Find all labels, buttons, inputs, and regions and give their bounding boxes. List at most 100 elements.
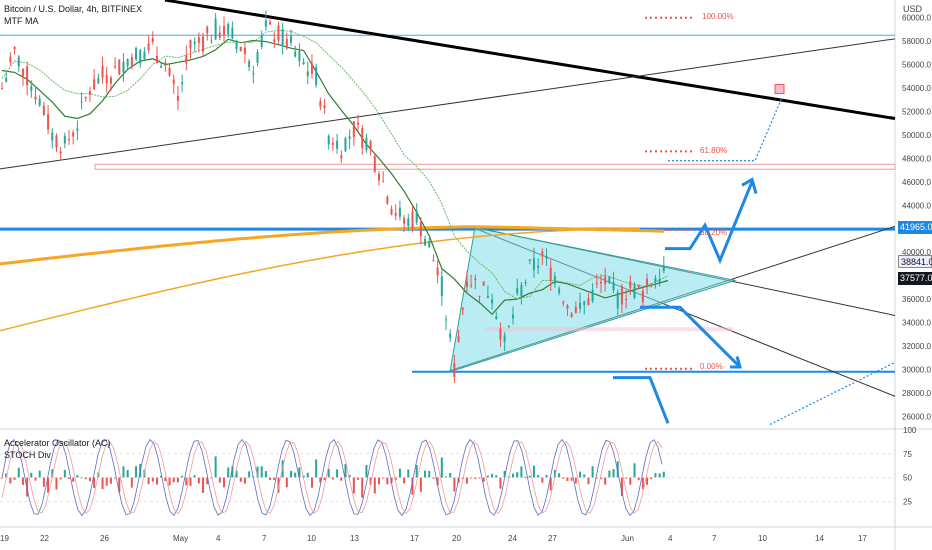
osc-bar bbox=[331, 477, 334, 480]
osc-bar bbox=[264, 471, 267, 478]
candle-body bbox=[143, 51, 146, 60]
candle-body bbox=[595, 283, 598, 285]
candle-body bbox=[319, 101, 322, 107]
oscillator-legend: Accelerator Oscillator (AC) bbox=[4, 438, 111, 448]
price-tick-label: 32000.0 bbox=[902, 342, 931, 351]
osc-bar bbox=[386, 477, 389, 485]
candle-body bbox=[524, 282, 527, 284]
dotted-target-path bbox=[668, 97, 783, 162]
candle-body bbox=[160, 66, 163, 68]
target-marker bbox=[774, 84, 785, 95]
osc-bar bbox=[658, 473, 661, 478]
candle-body bbox=[616, 292, 619, 309]
candle-body bbox=[558, 288, 561, 293]
osc-bar bbox=[436, 477, 439, 486]
osc-bar bbox=[315, 459, 318, 478]
candle-body bbox=[231, 27, 234, 39]
fib-618-label: 61.80% bbox=[700, 146, 728, 155]
osc-bar bbox=[235, 470, 238, 478]
candle-body bbox=[545, 256, 548, 259]
orange-ma-thin bbox=[0, 227, 640, 332]
osc-bar bbox=[398, 468, 401, 478]
candle-body bbox=[223, 25, 225, 36]
osc-bar bbox=[445, 476, 447, 478]
candle-body bbox=[570, 313, 573, 317]
osc-bar bbox=[654, 473, 657, 478]
osc-bar bbox=[348, 474, 351, 478]
price-tick-label: 58000.0 bbox=[902, 37, 931, 46]
osc-bar bbox=[599, 477, 602, 480]
osc-bar bbox=[109, 477, 112, 484]
candle-body bbox=[197, 37, 200, 44]
osc-bar bbox=[633, 463, 636, 478]
osc-bar bbox=[545, 474, 548, 478]
price-tick-label: 34000.0 bbox=[902, 319, 931, 328]
candle-body bbox=[290, 36, 293, 43]
osc-bar bbox=[68, 477, 71, 479]
fib-0-label: 0.00% bbox=[700, 362, 723, 371]
osc-bar bbox=[637, 477, 640, 481]
price-tick-label: 52000.0 bbox=[902, 108, 931, 117]
candle-body bbox=[377, 173, 380, 181]
osc-bar bbox=[101, 477, 104, 490]
osc-bar bbox=[306, 472, 309, 478]
bullish-arrowhead bbox=[741, 177, 758, 194]
osc-bar bbox=[51, 469, 54, 478]
candle-body bbox=[310, 63, 313, 74]
candle-body bbox=[574, 306, 577, 313]
pink-zone bbox=[485, 327, 733, 332]
time-tick-label: 17 bbox=[410, 534, 419, 543]
candle-body bbox=[59, 151, 62, 154]
osc-bar bbox=[239, 477, 242, 482]
osc-bar bbox=[135, 466, 138, 478]
candle-body bbox=[181, 82, 184, 84]
candle-body bbox=[155, 55, 158, 63]
osc-bar bbox=[499, 477, 502, 489]
time-tick-label: 7 bbox=[712, 534, 717, 543]
candle-body bbox=[382, 181, 385, 183]
candle-body bbox=[80, 101, 83, 103]
candle-body bbox=[646, 278, 649, 287]
candle-body bbox=[407, 218, 410, 227]
osc-bar bbox=[181, 475, 184, 478]
time-tick-label: 17 bbox=[858, 534, 867, 543]
candle-body bbox=[394, 212, 397, 216]
candle-body bbox=[520, 285, 523, 297]
candle-body bbox=[5, 77, 8, 82]
osc-bar bbox=[323, 477, 326, 481]
osc-bar bbox=[210, 477, 213, 479]
osc-bar bbox=[407, 469, 410, 478]
osc-bar bbox=[424, 470, 427, 478]
osc-bar bbox=[172, 477, 175, 483]
osc-bar bbox=[17, 467, 20, 478]
candle-body bbox=[478, 295, 481, 297]
price-tick-label: 56000.0 bbox=[902, 61, 931, 70]
osc-bar bbox=[470, 477, 473, 479]
osc-bar bbox=[223, 477, 225, 488]
osc-bar bbox=[327, 468, 330, 478]
drawings bbox=[0, 0, 896, 426]
time-tick-label: 7 bbox=[262, 534, 267, 543]
candle-body bbox=[76, 128, 79, 131]
osc-bar bbox=[206, 477, 209, 485]
candle-body bbox=[252, 73, 255, 75]
time-tick-label: 10 bbox=[307, 534, 316, 543]
time-tick-label: 14 bbox=[815, 534, 824, 543]
osc-bar bbox=[243, 477, 246, 484]
osc-bar bbox=[662, 471, 665, 478]
osc-tick-label: 100 bbox=[903, 426, 917, 435]
breakdown-projection bbox=[613, 376, 670, 424]
osc-bar bbox=[59, 477, 62, 480]
time-tick-label: 13 bbox=[350, 534, 359, 543]
osc-bar bbox=[38, 470, 41, 478]
candle-body bbox=[210, 40, 213, 42]
osc-bar bbox=[47, 477, 50, 493]
candle-body bbox=[470, 284, 473, 286]
candle-body bbox=[390, 208, 393, 215]
candle-body bbox=[93, 79, 96, 90]
bearish-projection bbox=[640, 305, 742, 369]
candle-body bbox=[457, 336, 460, 342]
price-tick-label: 48000.0 bbox=[902, 154, 931, 163]
osc-bar bbox=[30, 472, 33, 478]
